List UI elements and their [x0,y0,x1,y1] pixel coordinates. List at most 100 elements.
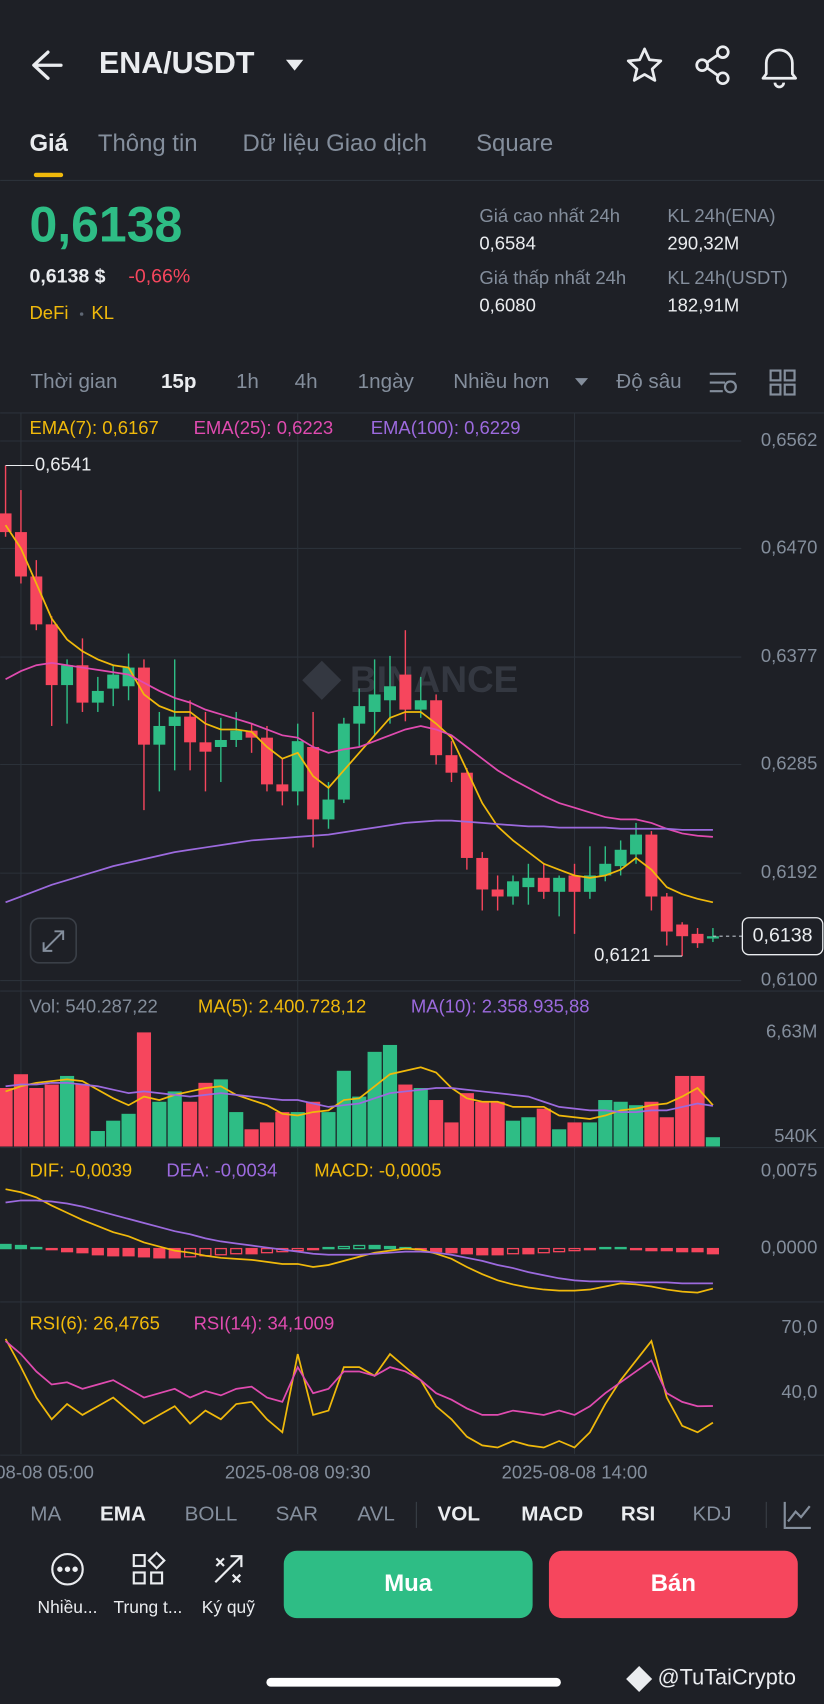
macd-bar [122,1247,135,1257]
tab[interactable]: Giá [29,130,68,157]
buy-label[interactable]: Mua [384,1570,432,1597]
legend-item: MA(5): 2.400.728,12 [198,995,366,1016]
layout-icon[interactable] [769,369,796,396]
indicator-tab[interactable]: VOL [438,1502,480,1525]
volume-bar [567,1122,582,1147]
back-button[interactable] [32,50,63,80]
candle-body [445,755,458,773]
volume-bar [459,1093,474,1147]
macd-bar [245,1247,258,1255]
volume-bar [352,1096,367,1147]
volume-bar [259,1122,275,1147]
indicator-tab[interactable]: EMA [100,1502,146,1525]
indicator-tab[interactable]: MA [30,1502,61,1525]
volume-bar [705,1137,720,1147]
y-tick-label: 0,6192 [761,861,818,882]
macd-bar [214,1247,227,1256]
y-tick-label: 40,0 [781,1381,817,1402]
chart-plot: 2025-08-08 05:00 2025-08-08 09:30 2025-08-… [0,412,824,1482]
share-icon[interactable] [695,45,730,86]
candle-body [61,665,74,686]
indicator-tab[interactable]: BOLL [185,1502,238,1525]
pair-title[interactable]: ENA/USDT [99,46,255,80]
expand-button[interactable] [29,917,78,964]
interval-option[interactable]: Độ sâu [616,370,681,393]
candle-body [368,694,381,712]
indicator-tab[interactable]: AVL [357,1502,394,1525]
tab[interactable]: Dữ liệu Giao dịch [242,130,427,157]
chart-settings-icon[interactable] [709,372,737,394]
alert-icon[interactable] [761,48,797,89]
macd-bar [430,1247,443,1253]
candle-body [0,513,12,533]
indicator-tab[interactable]: KDJ [692,1502,731,1525]
volume-bar [429,1100,444,1147]
action-label[interactable]: Ký quỹ [202,1597,255,1617]
candle-body [14,532,27,577]
macd-bar [137,1247,151,1258]
tag[interactable]: DeFi [29,302,68,323]
action-label[interactable]: Trung t... [113,1597,182,1617]
macd-bar [260,1247,274,1254]
macd-bar [76,1247,89,1254]
candle-body [414,700,427,710]
indicator-line [5,662,713,838]
macd-bar [614,1246,627,1250]
indicator-line [5,1188,714,1294]
interval-option[interactable]: 15p [161,370,197,393]
tag[interactable]: KL [91,302,114,323]
favorite-icon[interactable] [626,47,663,82]
macd-bar [506,1247,520,1255]
margin-icon[interactable] [214,1555,243,1584]
sell-label[interactable]: Bán [651,1570,696,1597]
volume-bar [490,1101,505,1147]
volume-bar [413,1087,428,1147]
macd-bar [230,1247,243,1255]
volume-bar [475,1101,490,1147]
candle-body [260,737,273,785]
center-icon[interactable] [132,1551,166,1585]
y-tick-label: 0,6377 [761,645,818,666]
volume-bar [60,1075,75,1147]
indicator-tab[interactable]: MACD [521,1502,583,1525]
macd-bar [337,1245,350,1250]
more-dropdown[interactable] [575,378,589,386]
last-price-label: 0,6138 [753,924,813,946]
pair-dropdown[interactable] [285,59,304,71]
indicator-tab[interactable]: SAR [276,1502,318,1525]
interval-option[interactable]: Nhiều hơn [453,370,549,393]
indicator-line [4,1340,713,1416]
more-icon[interactable] [51,1552,84,1586]
macd-bar [583,1247,596,1251]
action-label[interactable]: Nhiều... [38,1597,98,1617]
volume-bar [152,1101,167,1147]
candle-body [91,690,104,703]
interval-option[interactable]: 1ngày [358,370,415,393]
volume-bar [90,1131,105,1147]
tab[interactable]: Thông tin [98,130,198,157]
interval-option[interactable]: 4h [295,370,318,393]
tab[interactable]: Square [476,130,553,157]
interval-option[interactable]: Thời gian [31,370,118,393]
tab-indicator [33,172,64,178]
y-tick-label: 0,6100 [761,968,818,989]
stat-label: KL 24h(ENA) [667,205,775,226]
buy-button[interactable] [283,1550,533,1619]
stat-label: KL 24h(USDT) [667,267,787,288]
y-tick-label: 0,6285 [761,752,818,773]
volume-bar [690,1075,705,1147]
sell-button[interactable] [548,1550,798,1619]
candle-body [583,875,596,892]
volume-bar [13,1074,29,1147]
legend-item: RSI(6): 26,4765 [29,1313,159,1334]
candle-body [507,881,519,897]
candle-body [691,933,704,944]
indicator-tab[interactable]: RSI [621,1502,655,1525]
interval-option[interactable]: 1h [236,370,259,393]
volume-bar [382,1044,398,1147]
candle-body [337,723,350,800]
x-tick-label: 2025-08-08 05:00 [0,1461,94,1482]
indicator-settings-icon[interactable] [783,1501,811,1530]
candle-body [460,772,473,858]
